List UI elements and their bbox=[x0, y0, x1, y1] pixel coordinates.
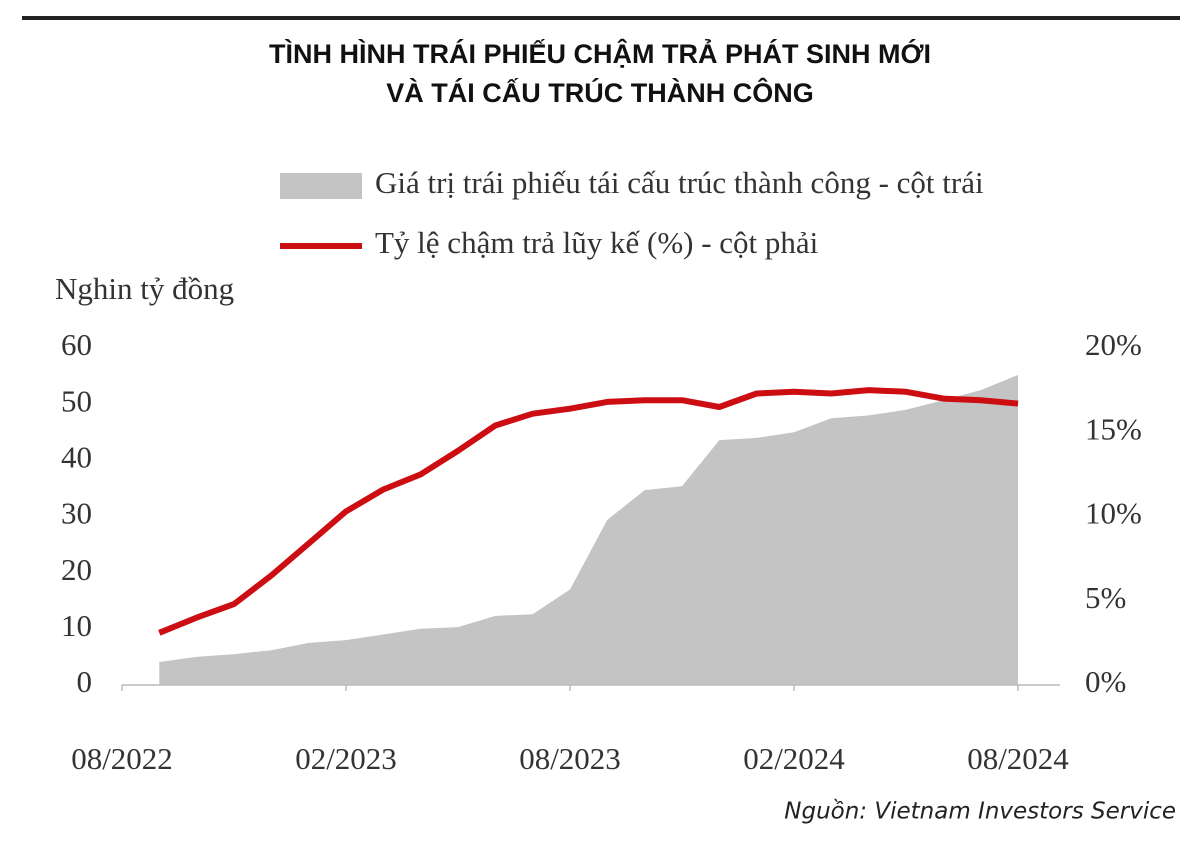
area bbox=[159, 375, 1019, 685]
legend-label: Tỷ lệ chậm trả lũy kế (%) - cột phải bbox=[375, 225, 819, 260]
y-axis-title: Nghin tỷ đồng bbox=[55, 271, 234, 306]
chart-title: VÀ TÁI CẤU TRÚC THÀNH CÔNG bbox=[386, 77, 813, 108]
x-tick-label: 08/2022 bbox=[71, 741, 173, 776]
y2-tick-label: 20% bbox=[1085, 327, 1142, 362]
legend-swatch bbox=[280, 173, 362, 199]
y2-tick-label: 10% bbox=[1085, 496, 1142, 531]
x-tick-label: 02/2023 bbox=[295, 741, 397, 776]
y-tick-label: 60 bbox=[61, 327, 92, 362]
y2-tick-label: 0% bbox=[1085, 664, 1126, 699]
x-tick-label: 02/2024 bbox=[743, 741, 845, 776]
y-tick-label: 20 bbox=[61, 552, 92, 587]
line bbox=[158, 387, 1019, 636]
chart-title: TÌNH HÌNH TRÁI PHIẾU CHẬM TRẢ PHÁT SINH … bbox=[269, 37, 931, 69]
y-tick-label: 10 bbox=[61, 608, 92, 643]
y2-tick-label: 15% bbox=[1085, 411, 1142, 446]
x-tick-label: 08/2024 bbox=[967, 741, 1069, 776]
top-rule bbox=[22, 16, 1180, 20]
y-tick-label: 40 bbox=[61, 439, 92, 474]
y-tick-label: 30 bbox=[61, 496, 92, 531]
legend-label: Giá trị trái phiếu tái cấu trúc thành cô… bbox=[375, 165, 984, 200]
y-tick-label: 0 bbox=[77, 664, 93, 699]
x-tick-label: 08/2023 bbox=[519, 741, 621, 776]
y2-tick-label: 5% bbox=[1085, 580, 1126, 615]
source: Nguồn: Vietnam Investors Service bbox=[784, 799, 1176, 825]
y-tick-label: 50 bbox=[61, 383, 92, 418]
